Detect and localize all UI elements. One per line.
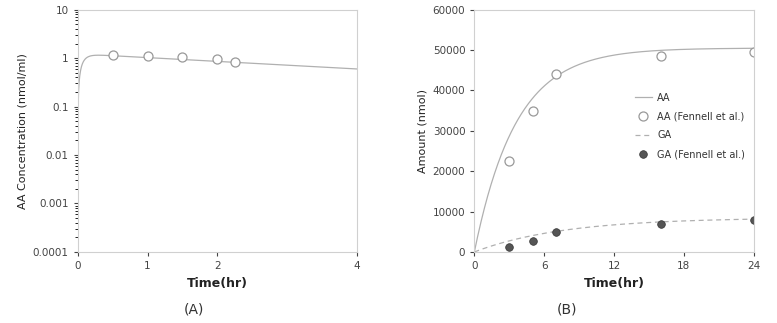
GA <box>749 217 758 221</box>
GA <box>742 217 751 221</box>
Line: AA: AA <box>474 48 754 252</box>
GA (Fennell et al.) <box>749 218 758 222</box>
AA (Fennell et al.) <box>656 54 665 58</box>
AA <box>699 47 708 51</box>
Y-axis label: Amount (nmol): Amount (nmol) <box>417 89 427 173</box>
AA <box>602 55 611 58</box>
Text: (A): (A) <box>184 303 204 317</box>
Line: AA (Fennell et al.): AA (Fennell et al.) <box>505 47 758 166</box>
Y-axis label: AA Concentration (nmol/ml): AA Concentration (nmol/ml) <box>17 53 27 209</box>
GA <box>469 250 479 254</box>
AA (Fennell et al.) <box>551 72 560 76</box>
GA <box>621 222 630 226</box>
X-axis label: Time(hr): Time(hr) <box>584 276 645 289</box>
GA <box>699 218 708 222</box>
AA (Fennell et al.) <box>749 50 758 54</box>
GA <box>602 224 611 227</box>
X-axis label: Time(hr): Time(hr) <box>186 276 248 289</box>
GA (Fennell et al.) <box>656 222 665 225</box>
Legend: AA, AA (Fennell et al.), GA, GA (Fennell et al.): AA, AA (Fennell et al.), GA, GA (Fennell… <box>631 89 749 163</box>
AA <box>636 50 645 54</box>
GA (Fennell et al.) <box>504 245 514 249</box>
Line: GA (Fennell et al.): GA (Fennell et al.) <box>506 216 758 251</box>
GA (Fennell et al.) <box>551 230 560 234</box>
AA <box>749 47 758 50</box>
GA (Fennell et al.) <box>528 240 537 244</box>
AA (Fennell et al.) <box>504 159 514 163</box>
AA (Fennell et al.) <box>528 109 537 112</box>
AA <box>742 47 751 50</box>
Text: (B): (B) <box>557 303 577 317</box>
GA <box>636 221 645 225</box>
GA <box>604 223 613 227</box>
AA <box>621 51 630 55</box>
AA <box>604 54 613 58</box>
Line: GA: GA <box>474 219 754 252</box>
AA <box>469 250 479 254</box>
